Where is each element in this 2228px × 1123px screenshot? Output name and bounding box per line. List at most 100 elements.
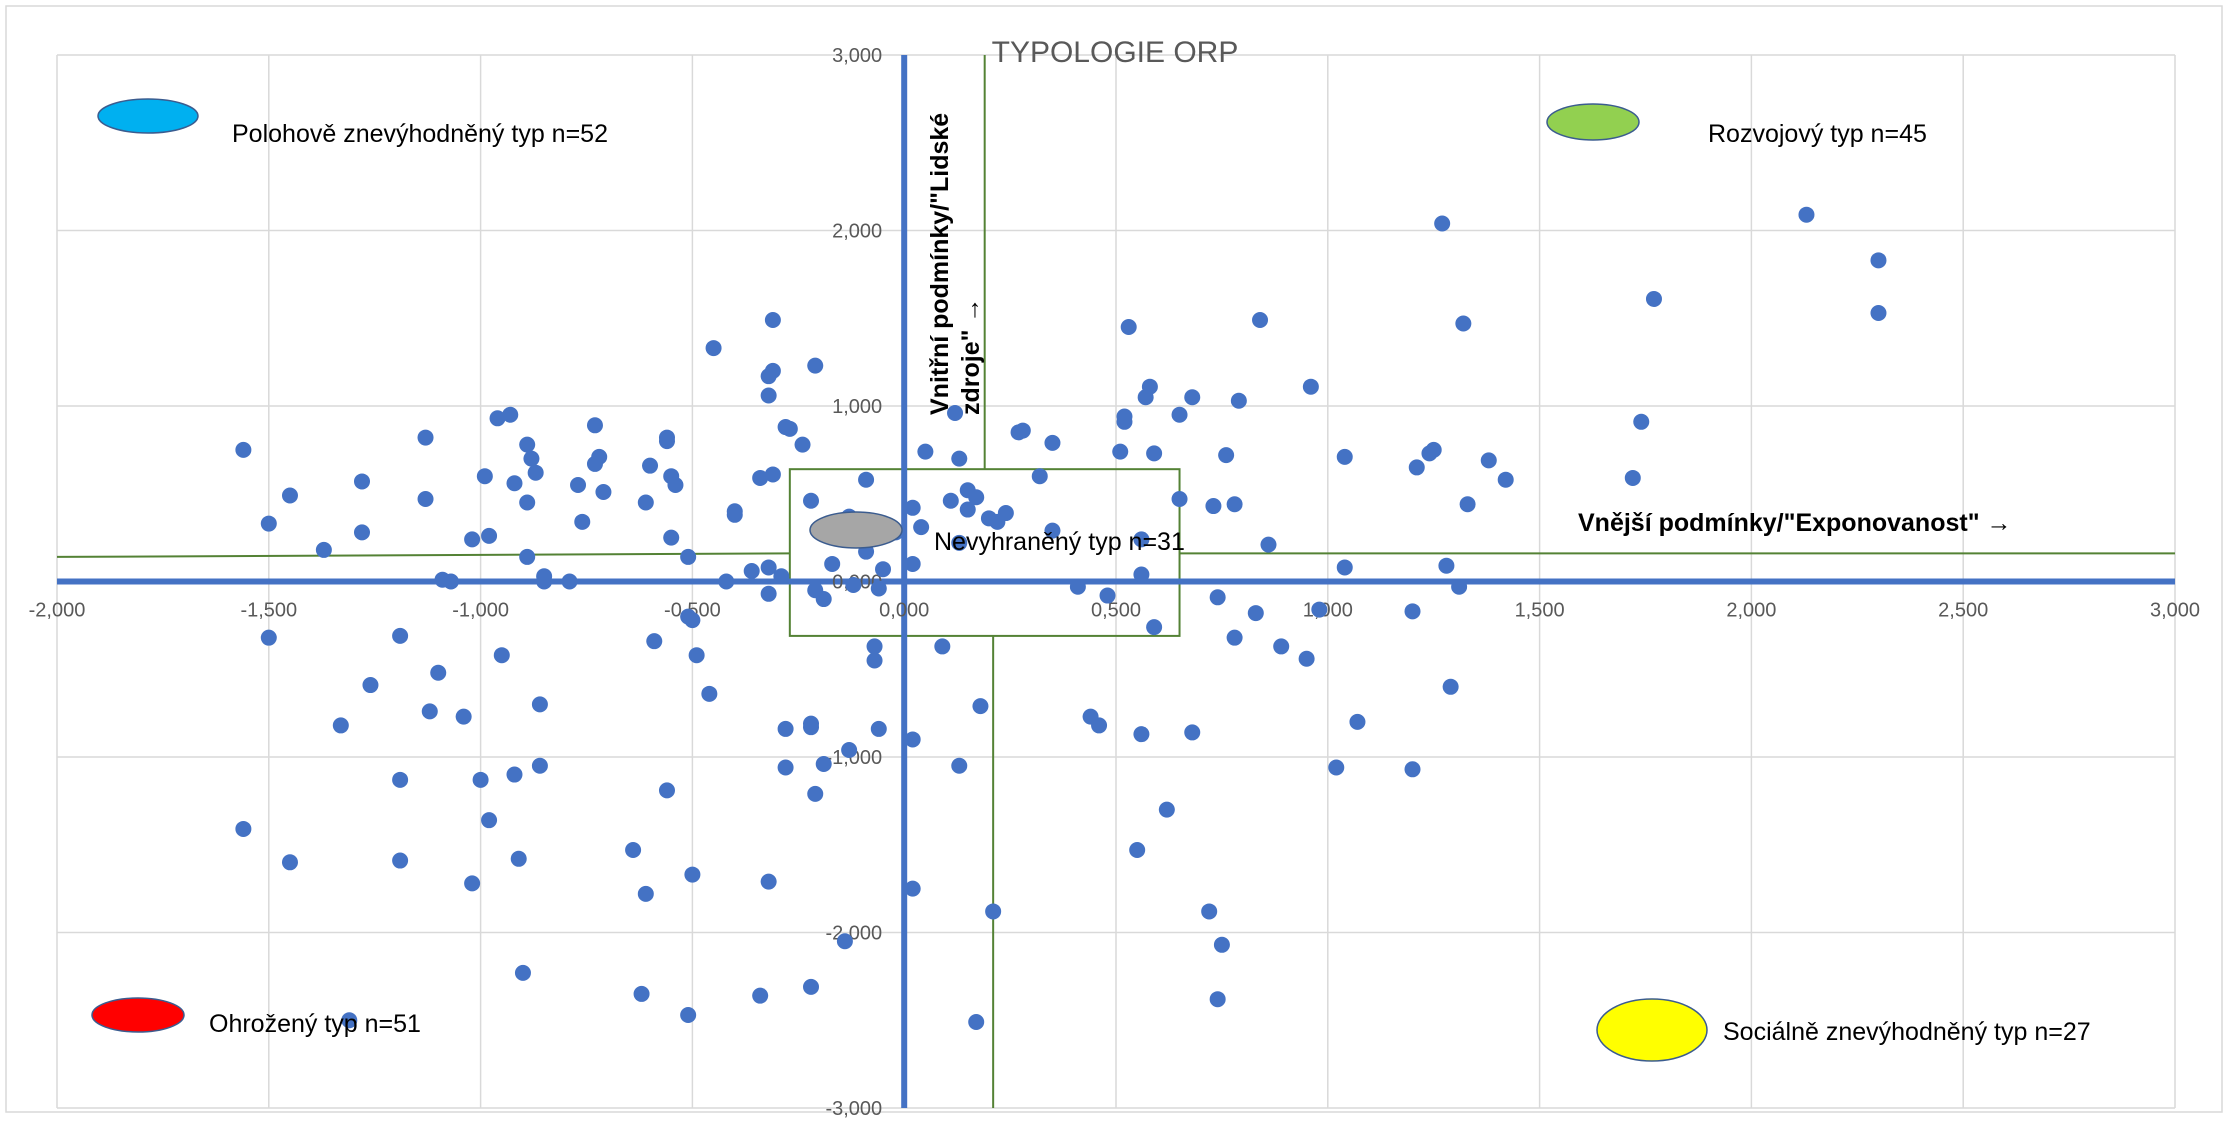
data-point — [1260, 536, 1277, 553]
data-point — [1349, 713, 1366, 730]
x-tick-label: 2,500 — [1938, 600, 1988, 622]
data-point — [934, 638, 951, 655]
data-point — [781, 420, 798, 437]
data-point — [392, 627, 409, 644]
data-point — [561, 573, 578, 590]
data-point — [705, 340, 722, 357]
data-point — [510, 850, 527, 867]
data-point — [586, 455, 603, 472]
legend-marker — [809, 511, 903, 549]
data-point — [1116, 408, 1133, 425]
data-point — [904, 731, 921, 748]
data-points — [235, 206, 1887, 1031]
data-point — [531, 696, 548, 713]
data-point — [1459, 496, 1476, 513]
data-point — [997, 505, 1014, 522]
data-point — [586, 417, 603, 434]
x-tick-label: 1,500 — [1515, 600, 1565, 622]
data-point — [866, 638, 883, 655]
data-point — [353, 524, 370, 541]
data-point — [1252, 312, 1269, 329]
x-tick-label: 2,000 — [1726, 600, 1776, 622]
data-point — [972, 698, 989, 715]
data-point — [417, 491, 434, 508]
data-point — [625, 842, 642, 859]
data-point — [968, 489, 985, 506]
data-point — [523, 450, 540, 467]
data-point — [807, 582, 824, 599]
data-point — [536, 573, 553, 590]
data-point — [845, 577, 862, 594]
data-point — [502, 406, 519, 423]
data-point — [1425, 441, 1442, 458]
legend-label: Polohově znevýhodněný typ n=52 — [232, 120, 608, 148]
data-point — [235, 441, 252, 458]
data-point — [680, 1006, 697, 1023]
data-point — [1091, 717, 1108, 734]
data-point — [777, 759, 794, 776]
data-point — [646, 633, 663, 650]
data-point — [341, 1012, 358, 1029]
data-point — [688, 647, 705, 664]
data-point — [430, 664, 447, 681]
data-point — [684, 866, 701, 883]
legend-marker — [97, 98, 199, 134]
data-point — [904, 499, 921, 516]
y-tick-label: 3,000 — [832, 45, 882, 67]
data-point — [1298, 650, 1315, 667]
horizontal-divider-left — [56, 552, 790, 558]
type-dividers — [56, 55, 2175, 1108]
chart-title: TYPOLOGIE ORP — [992, 36, 1239, 69]
data-point — [1480, 452, 1497, 469]
data-point — [493, 647, 510, 664]
x-tick-label: -2,000 — [29, 600, 86, 622]
data-point — [764, 466, 781, 483]
data-point — [1455, 315, 1472, 332]
data-point — [489, 410, 506, 427]
data-point — [794, 436, 811, 453]
data-point — [1120, 319, 1137, 336]
legend-label: Rozvojový typ n=45 — [1708, 120, 1927, 148]
y-axis-title-line-2: zdroje" → — [957, 298, 985, 415]
data-point — [531, 757, 548, 774]
data-point — [836, 933, 853, 950]
y-tick-label: -1,000 — [825, 747, 882, 769]
x-axis-title: Vnější podmínky/"Exponovanost" → — [1578, 509, 2012, 537]
data-point — [807, 357, 824, 374]
legend-marker — [1546, 103, 1640, 141]
data-point — [1209, 991, 1226, 1008]
data-point — [1328, 759, 1345, 776]
data-point — [1404, 603, 1421, 620]
data-point — [595, 483, 612, 500]
data-point — [1014, 422, 1031, 439]
legend-label: Ohrožený typ n=51 — [209, 1010, 421, 1038]
data-point — [519, 494, 536, 511]
data-point — [637, 885, 654, 902]
data-point — [570, 476, 587, 493]
data-point — [637, 494, 654, 511]
data-point — [1451, 578, 1468, 595]
data-point — [951, 450, 968, 467]
data-point — [684, 612, 701, 629]
legend: Polohově znevýhodněný typ n=52 Rozvojový … — [91, 98, 2091, 1062]
data-point — [281, 854, 298, 871]
data-point — [476, 468, 493, 485]
data-point — [527, 464, 544, 481]
data-point — [417, 429, 434, 446]
data-point — [281, 487, 298, 504]
data-point — [1408, 459, 1425, 476]
data-point — [1218, 447, 1235, 464]
data-point — [701, 685, 718, 702]
data-point — [1336, 448, 1353, 465]
data-point — [1302, 378, 1319, 395]
data-point — [1798, 206, 1815, 223]
data-point — [1645, 290, 1662, 307]
data-point — [752, 987, 769, 1004]
data-point — [1133, 566, 1150, 583]
data-point — [866, 652, 883, 669]
data-point — [913, 519, 930, 536]
data-point — [481, 812, 498, 829]
data-point — [332, 717, 349, 734]
